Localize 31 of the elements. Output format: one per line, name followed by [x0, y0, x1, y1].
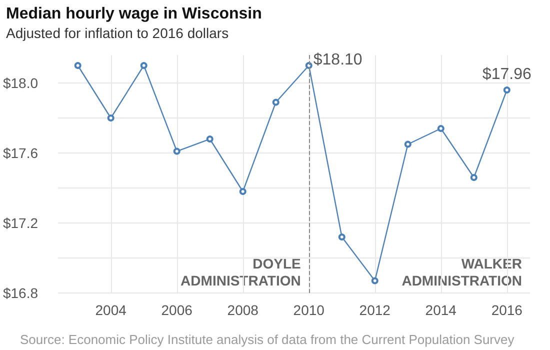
point: [107, 114, 114, 122]
x-tick-label: 2004: [95, 302, 127, 318]
x-tick-label: 2006: [161, 302, 193, 318]
y-tick-label: $17.6: [2, 145, 38, 161]
point: [239, 188, 246, 195]
point: [470, 174, 478, 181]
point: [503, 86, 510, 94]
point: [206, 136, 214, 142]
data-label: $18.10: [313, 52, 362, 68]
chart-title: Median hourly wage in Wisconsin: [6, 6, 262, 22]
data-label: $17.96: [482, 66, 532, 83]
annotation: DOYLE ADMINISTRATION: [180, 256, 301, 288]
x-tick-label: 2008: [227, 302, 259, 318]
point: [404, 140, 412, 148]
point: [173, 148, 180, 155]
chart-subtitle: Adjusted for inflation to 2016 dollars: [6, 25, 229, 41]
x-tick-label: 2014: [425, 302, 457, 318]
x-tick-label: 2016: [491, 302, 523, 318]
y-tick-label: $18.0: [2, 75, 38, 91]
source-note: Source: Economic Policy Institute analysis of data from the Current Population Survey: [20, 332, 515, 347]
x-tick-label: 2010: [293, 302, 325, 318]
y-tick-label: $17.2: [2, 215, 38, 231]
annotation: WALKER ADMINISTRATION: [402, 256, 522, 288]
point: [74, 62, 82, 69]
point: [371, 277, 378, 284]
point: [272, 98, 280, 106]
point: [338, 234, 346, 240]
point: [437, 125, 444, 132]
point: [140, 62, 148, 69]
x-tick-label: 2012: [359, 302, 391, 318]
y-tick-label: $16.8: [2, 285, 38, 301]
